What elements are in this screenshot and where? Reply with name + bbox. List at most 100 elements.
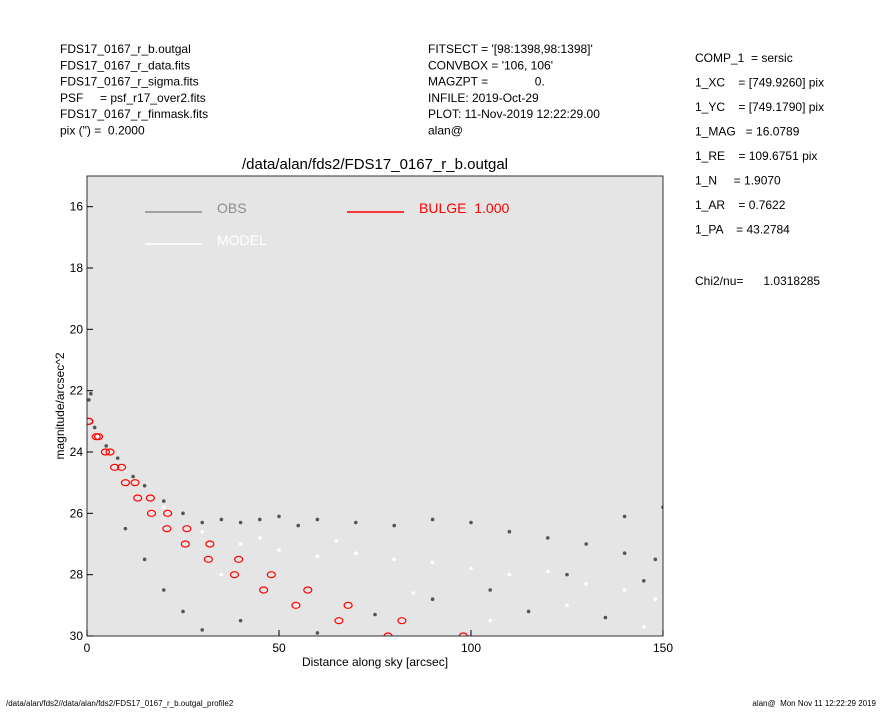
header-line: PLOT: 11-Nov-2019 12:22:29.00 [428, 107, 600, 121]
point [238, 520, 243, 525]
point [603, 615, 608, 620]
point [546, 536, 550, 540]
point [219, 517, 224, 522]
point [200, 628, 204, 632]
plot-area [87, 176, 663, 636]
header-line: FITSECT = '[98:1398,98:1398]' [428, 42, 593, 56]
point [277, 514, 281, 519]
point [162, 499, 166, 503]
header-line: alan@ [428, 124, 463, 138]
chart-title: /data/alan/fds2/FDS17_0167_r_b.outgal [242, 156, 508, 173]
header-line: 1_RE = 109.6751 pix [695, 149, 817, 163]
point [100, 448, 111, 456]
point [488, 618, 493, 623]
x-axis-label: Distance along sky [arcsec] [302, 655, 448, 669]
point [430, 560, 435, 565]
point [354, 520, 358, 525]
y-tick-label: 30 [70, 629, 84, 643]
header-line: FDS17_0167_r_finmask.fits [60, 107, 208, 121]
point [291, 601, 301, 609]
point [397, 617, 407, 625]
point [488, 588, 493, 592]
point [203, 555, 213, 563]
point [130, 479, 140, 487]
footer-left: /data/alan/fds2//data/alan/fds2/FDS17_01… [6, 699, 234, 708]
y-tick-label: 26 [70, 506, 84, 520]
point [259, 586, 269, 594]
header-line: 1_N = 1.9070 [695, 174, 781, 188]
legend-label: BULGE 1.000 [419, 200, 509, 216]
point [296, 603, 301, 608]
point [458, 632, 468, 636]
point [219, 572, 224, 577]
point [507, 572, 512, 577]
point [142, 557, 147, 562]
x-tick-label: 100 [461, 641, 481, 655]
footer-right: alan@ Mon Nov 11 12:22:29 2019 [752, 699, 876, 708]
point [653, 557, 658, 562]
point [229, 571, 240, 579]
point [162, 505, 166, 510]
point [96, 434, 101, 439]
header-line: 1_AR = 0.7622 [695, 198, 786, 212]
point [430, 597, 435, 601]
point [238, 618, 243, 623]
point [180, 540, 190, 548]
point [642, 579, 646, 583]
point [526, 609, 531, 614]
point [303, 586, 313, 594]
point [546, 569, 550, 574]
point [238, 542, 243, 546]
point [642, 625, 646, 629]
point [343, 601, 353, 609]
point [661, 505, 663, 509]
y-tick-label: 22 [70, 384, 84, 398]
point [258, 536, 262, 540]
header-line: COMP_1 = sersic [695, 51, 793, 65]
point [277, 548, 281, 552]
point [205, 540, 215, 548]
y-tick-label: 20 [70, 322, 84, 336]
header-line: 1_PA = 43.2784 [695, 223, 790, 237]
point [200, 529, 204, 534]
point [653, 597, 658, 601]
point [89, 391, 93, 396]
point [162, 525, 172, 533]
point [145, 494, 155, 502]
point [258, 517, 262, 522]
point [469, 566, 473, 571]
point [142, 483, 147, 488]
point [392, 557, 397, 562]
point [200, 520, 204, 525]
point [120, 479, 131, 487]
header-line: 1_YC = [749.1790] pix [695, 100, 824, 114]
point [622, 588, 627, 592]
header-line: FDS17_0167_r_data.fits [60, 58, 190, 72]
point [315, 631, 320, 635]
plot-marks [87, 391, 663, 636]
point [622, 514, 627, 519]
point [104, 444, 108, 448]
point [181, 609, 185, 614]
chi2: Chi2/nu= 1.0318285 [695, 274, 820, 288]
point [411, 591, 416, 595]
header-line: FDS17_0167_r_b.outgal [60, 42, 191, 56]
point [87, 398, 91, 402]
header-line: CONVBOX = '106, 106' [428, 58, 553, 72]
point [115, 456, 120, 460]
point [383, 632, 393, 636]
point [105, 448, 115, 456]
point [565, 572, 569, 577]
x-tick-label: 50 [272, 641, 286, 655]
point [234, 555, 244, 563]
point [131, 474, 135, 479]
point [162, 588, 166, 592]
y-tick-label: 28 [70, 568, 84, 582]
point [373, 612, 377, 617]
point [315, 517, 320, 522]
header-line: INFILE: 2019-Oct-29 [428, 91, 539, 105]
point [163, 509, 173, 517]
point [110, 463, 120, 471]
legend-label: MODEL [217, 232, 267, 248]
